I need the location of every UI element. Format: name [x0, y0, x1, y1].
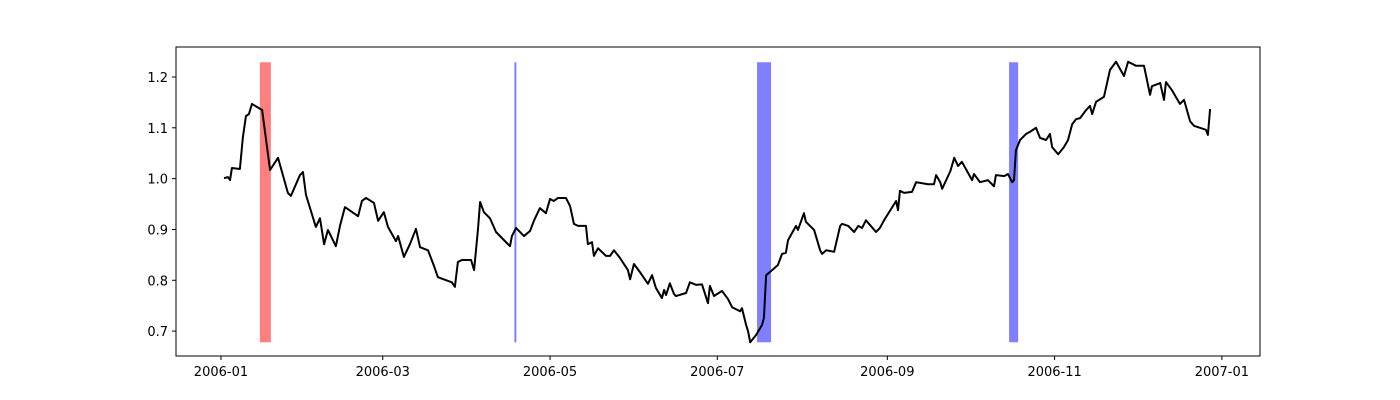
highlight-span [514, 62, 517, 343]
x-tick-label: 2006-05 [523, 365, 577, 380]
x-tick-label: 2006-01 [194, 365, 248, 380]
y-tick-label: 1.0 [147, 173, 168, 188]
x-tick-label: 2006-03 [356, 365, 410, 380]
x-tick-label: 2006-07 [690, 365, 744, 380]
x-tick-label: 2007-01 [1195, 365, 1249, 380]
y-tick-label: 0.8 [147, 274, 168, 289]
x-tick-label: 2006-11 [1027, 365, 1081, 380]
x-tick-label: 2006-09 [860, 365, 914, 380]
data-line [223, 60, 1212, 344]
highlight-span [757, 62, 772, 343]
y-tick-label: 1.1 [147, 122, 168, 137]
axes-frame [175, 46, 1261, 357]
y-tick-label: 1.2 [147, 71, 168, 86]
y-tick-label: 0.7 [147, 325, 168, 340]
highlight-span [1009, 62, 1019, 343]
highlight-span [259, 62, 271, 343]
y-tick-label: 0.9 [147, 223, 168, 238]
